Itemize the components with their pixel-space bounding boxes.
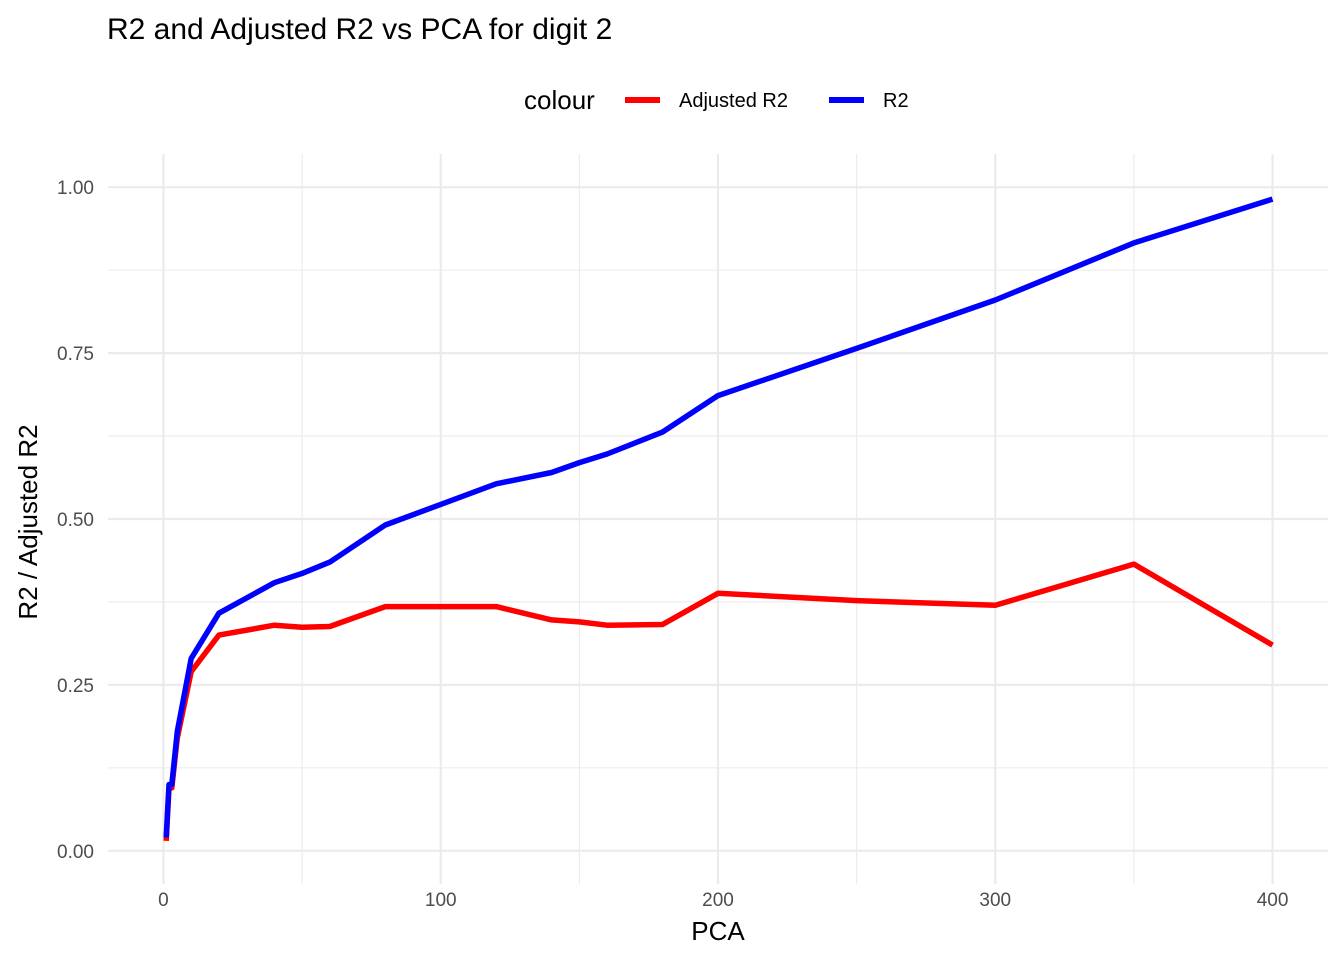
series-layer — [163, 196, 1274, 842]
x-tick-label: 400 — [1257, 890, 1289, 911]
y-tick-label: 0.75 — [57, 344, 94, 365]
grid — [108, 154, 1328, 884]
y-tick-label: 0.50 — [57, 510, 94, 531]
x-axis-ticks: 0 100 200 300 400 — [158, 890, 1288, 911]
legend-label-adjusted-r2: Adjusted R2 — [679, 90, 788, 112]
x-tick-label: 200 — [702, 890, 734, 911]
chart-title: R2 and Adjusted R2 vs PCA for digit 2 — [107, 13, 612, 46]
y-axis-ticks: 0.00 0.25 0.50 0.75 1.00 — [57, 178, 94, 863]
legend-title: colour — [524, 85, 595, 115]
legend-label-r2: R2 — [883, 90, 909, 112]
x-tick-label: 100 — [425, 890, 457, 911]
y-tick-label: 1.00 — [57, 178, 94, 199]
x-axis-title: PCA — [691, 916, 745, 946]
x-tick-label: 300 — [979, 890, 1011, 911]
y-tick-label: 0.00 — [57, 842, 94, 863]
legend: colour Adjusted R2 R2 — [524, 85, 909, 115]
y-axis-title: R2 / Adjusted R2 — [13, 424, 43, 619]
y-tick-label: 0.25 — [57, 676, 94, 697]
series-line-r2 — [163, 196, 1274, 838]
x-tick-label: 0 — [158, 890, 169, 911]
series-line-adjusted-r2 — [163, 561, 1274, 842]
